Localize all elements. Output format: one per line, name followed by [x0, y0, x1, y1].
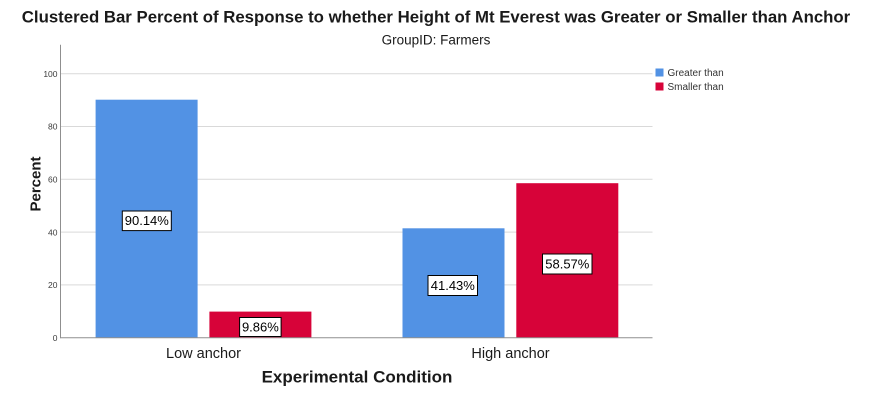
svg-text:Percent: Percent: [28, 156, 45, 211]
svg-text:Clustered Bar Percent of Respo: Clustered Bar Percent of Response to whe…: [22, 7, 851, 26]
svg-text:40: 40: [48, 227, 58, 237]
svg-text:60: 60: [48, 175, 58, 185]
svg-text:High anchor: High anchor: [471, 346, 549, 362]
svg-text:58.57%: 58.57%: [545, 257, 590, 272]
svg-text:90.14%: 90.14%: [125, 213, 170, 228]
svg-text:GroupID: Farmers: GroupID: Farmers: [382, 33, 491, 48]
svg-text:20: 20: [48, 280, 58, 290]
svg-text:41.43%: 41.43%: [431, 278, 476, 293]
svg-text:Smaller than: Smaller than: [668, 82, 724, 93]
svg-text:Low anchor: Low anchor: [166, 346, 241, 362]
svg-text:Greater than: Greater than: [668, 68, 724, 79]
svg-text:Experimental Condition: Experimental Condition: [262, 367, 453, 386]
svg-text:100: 100: [43, 69, 57, 79]
svg-text:80: 80: [48, 122, 58, 132]
svg-text:9.86%: 9.86%: [242, 319, 279, 334]
svg-text:0: 0: [53, 333, 58, 343]
